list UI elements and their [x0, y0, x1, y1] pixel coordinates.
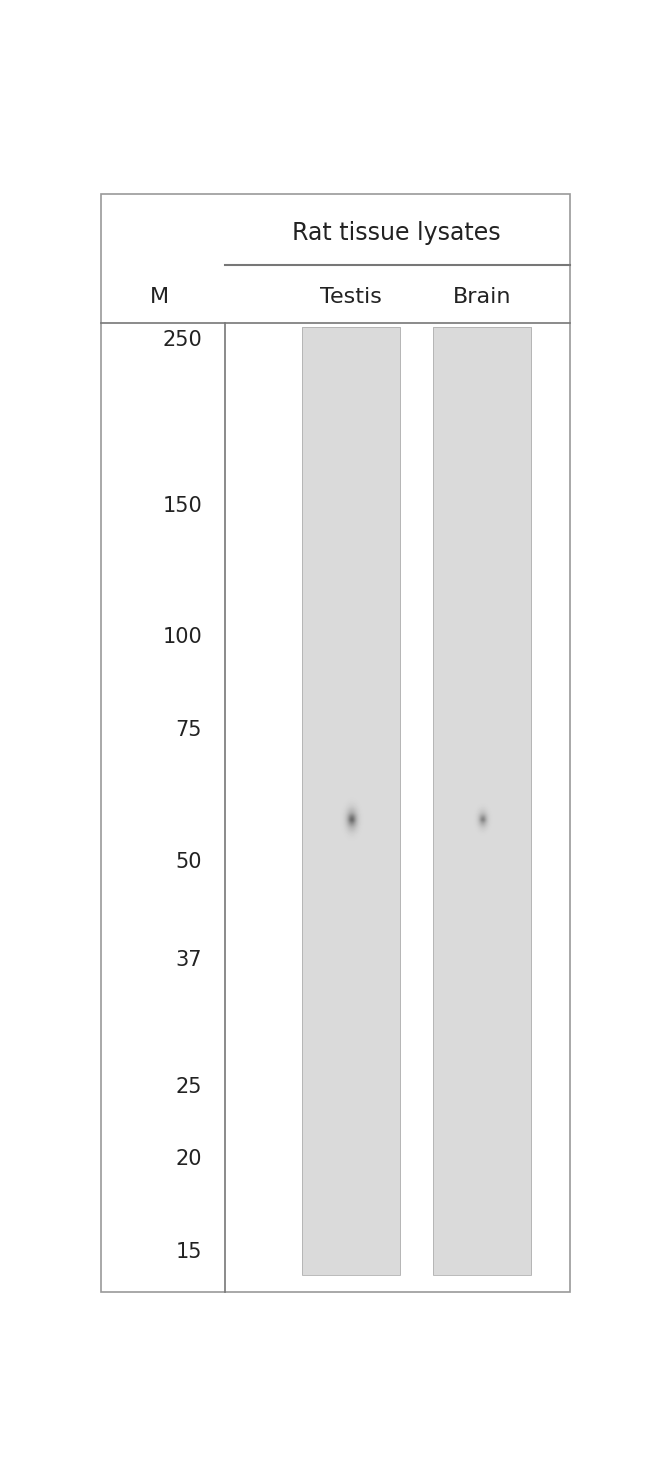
- Text: 75: 75: [176, 721, 202, 740]
- Text: 100: 100: [162, 628, 202, 647]
- Text: Rat tissue lysates: Rat tissue lysates: [292, 222, 500, 245]
- Text: 15: 15: [176, 1242, 202, 1263]
- Bar: [433, 328, 531, 1275]
- Text: M: M: [150, 287, 169, 307]
- Text: Brain: Brain: [452, 287, 511, 307]
- Text: 250: 250: [162, 329, 202, 350]
- Text: 50: 50: [176, 852, 202, 871]
- Text: 20: 20: [176, 1149, 202, 1170]
- Bar: [302, 328, 400, 1275]
- Text: Testis: Testis: [320, 287, 382, 307]
- Text: 37: 37: [176, 950, 202, 969]
- Text: 150: 150: [162, 496, 202, 515]
- Text: 25: 25: [176, 1077, 202, 1097]
